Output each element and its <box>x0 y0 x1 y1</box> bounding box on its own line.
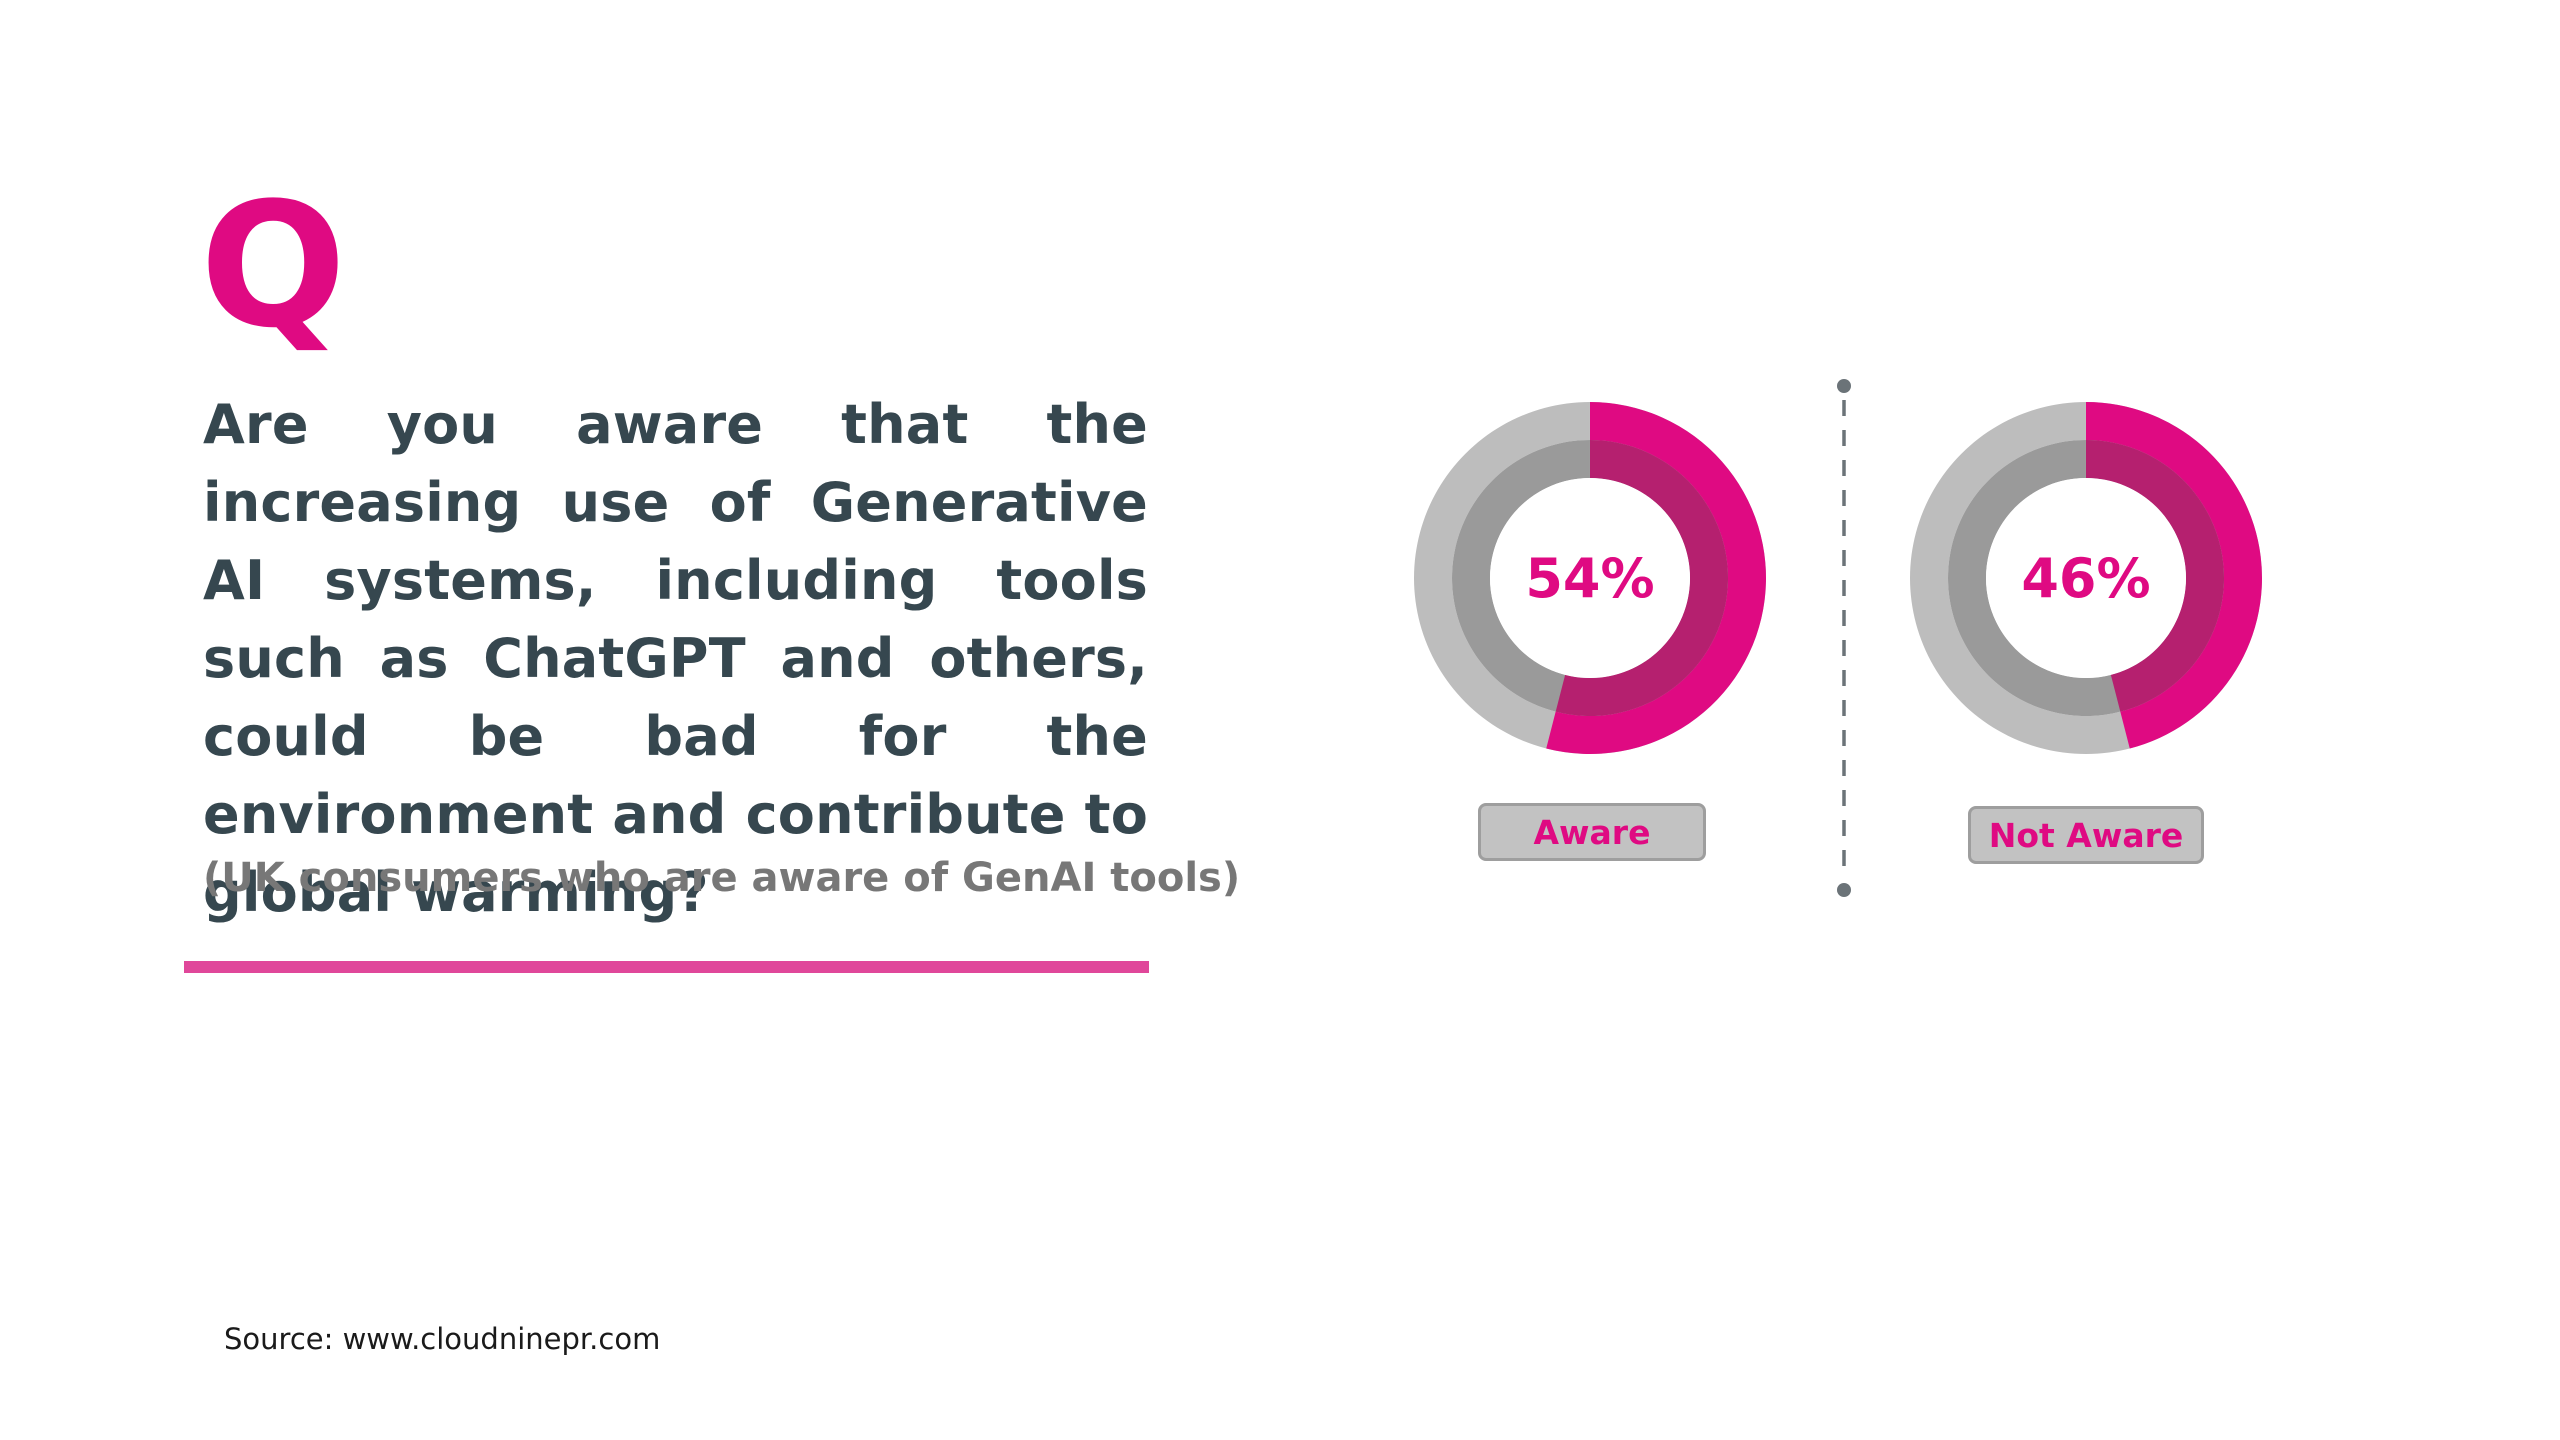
label-not-aware: Not Aware <box>1968 806 2204 864</box>
dashed-divider <box>1836 378 1852 898</box>
donut-value-label: 54% <box>1525 547 1654 610</box>
donut-center <box>1986 478 2186 678</box>
donut-center <box>1490 478 1690 678</box>
subtitle-text: (UK consumers who are aware of GenAI too… <box>203 855 1241 901</box>
source-text: Source: www.cloudninepr.com <box>224 1322 661 1356</box>
label-aware: Aware <box>1478 803 1706 861</box>
donut-chart-aware: 54% <box>1410 398 1770 758</box>
donut-slice-inner <box>1555 440 1728 716</box>
donut-svg-aware: 54% <box>1414 402 1767 754</box>
accent-underline <box>184 961 1149 973</box>
donut-chart-not-aware: 46% <box>1906 398 2266 758</box>
donut-value-label: 46% <box>2021 547 2150 610</box>
question-text: Are you aware that the increasing use of… <box>203 393 1148 924</box>
q-icon-letter: Q <box>200 165 347 366</box>
donut-slice-outer <box>1546 402 1766 754</box>
donut-slice-outer <box>2086 402 2262 749</box>
donut-slice-inner <box>2086 440 2224 712</box>
donut-svg-not-aware: 46% <box>1910 402 2263 754</box>
